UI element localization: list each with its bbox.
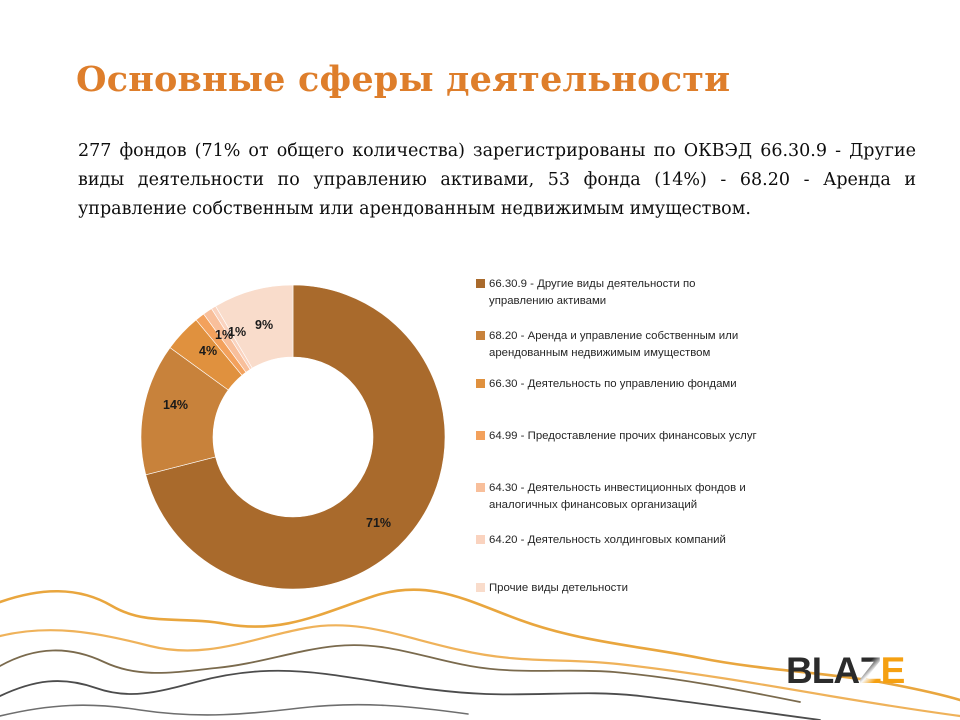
legend-label: 64.20 - Деятельность холдинговых компани… [489,532,726,549]
slice-label: 1% [228,325,247,339]
legend-color-swatch [476,535,485,544]
logo-text-part3: E [880,650,906,691]
legend-label: 66.30 - Деятельность по управлению фонда… [489,376,737,393]
donut-chart-graphic [140,284,446,590]
legend-label-line: управлению активами [489,294,607,307]
legend-color-swatch [476,331,485,340]
legend-color-swatch [476,279,485,288]
legend-item: 66.30.9 - Другие виды деятельности по уп… [476,276,696,309]
legend-label: Прочие виды детельности [489,580,628,597]
legend-color-swatch [476,379,485,388]
legend-color-swatch [476,483,485,492]
legend-label-line: 64.30 - Деятельность инвестиционных фонд… [489,482,746,494]
logo-text-part2: Z [859,650,882,691]
legend-label-line: 64.20 - Деятельность холдинговых компани… [489,534,726,546]
legend-label-line: Прочие виды детельности [489,582,628,594]
body-paragraph: 277 фондов (71% от общего количества) за… [78,141,916,219]
pie-slice [215,284,294,369]
decorative-waves [0,588,960,720]
legend-label-line: 68.20 - Аренда и управление собственным … [489,330,739,342]
legend-item: Прочие виды детельности [476,580,628,597]
slice-label: 9% [255,318,274,332]
legend-label-line: 64.99 - Предоставление прочих финансовых… [489,430,757,442]
slice-label: 4% [199,344,218,358]
legend-label-line: аналогичных финансовых организаций [489,498,698,511]
legend-item: 68.20 - Аренда и управление собственным … [476,328,738,361]
legend-label: 68.20 - Аренда и управление собственным … [489,328,738,361]
legend-label: 66.30.9 - Другие виды деятельности по уп… [489,276,696,309]
legend-item: 64.30 - Деятельность инвестиционных фонд… [476,480,746,513]
legend-label: 64.99 - Предоставление прочих финансовых… [489,428,757,445]
page-title: Основные сферы деятельности [76,59,731,101]
legend-label-line: 66.30.9 - Другие виды деятельности по [489,278,696,290]
slice-label: 71% [366,516,392,530]
slice-label: 14% [163,398,189,412]
legend-item: 64.99 - Предоставление прочих финансовых… [476,428,757,445]
slice-label: 1% [215,328,234,342]
legend-color-swatch [476,583,485,592]
blaze-logo: BLAZE [786,650,906,691]
logo-text-part1: BLA [786,650,860,691]
legend-label-line: арендованным недвижимым имуществом [489,346,711,359]
legend-item: 64.20 - Деятельность холдинговых компани… [476,532,726,549]
legend-label-line: 66.30 - Деятельность по управлению фонда… [489,378,737,390]
legend-label: 64.30 - Деятельность инвестиционных фонд… [489,480,746,513]
legend-color-swatch [476,431,485,440]
pie-slice [145,284,446,590]
legend-item: 66.30 - Деятельность по управлению фонда… [476,376,737,393]
